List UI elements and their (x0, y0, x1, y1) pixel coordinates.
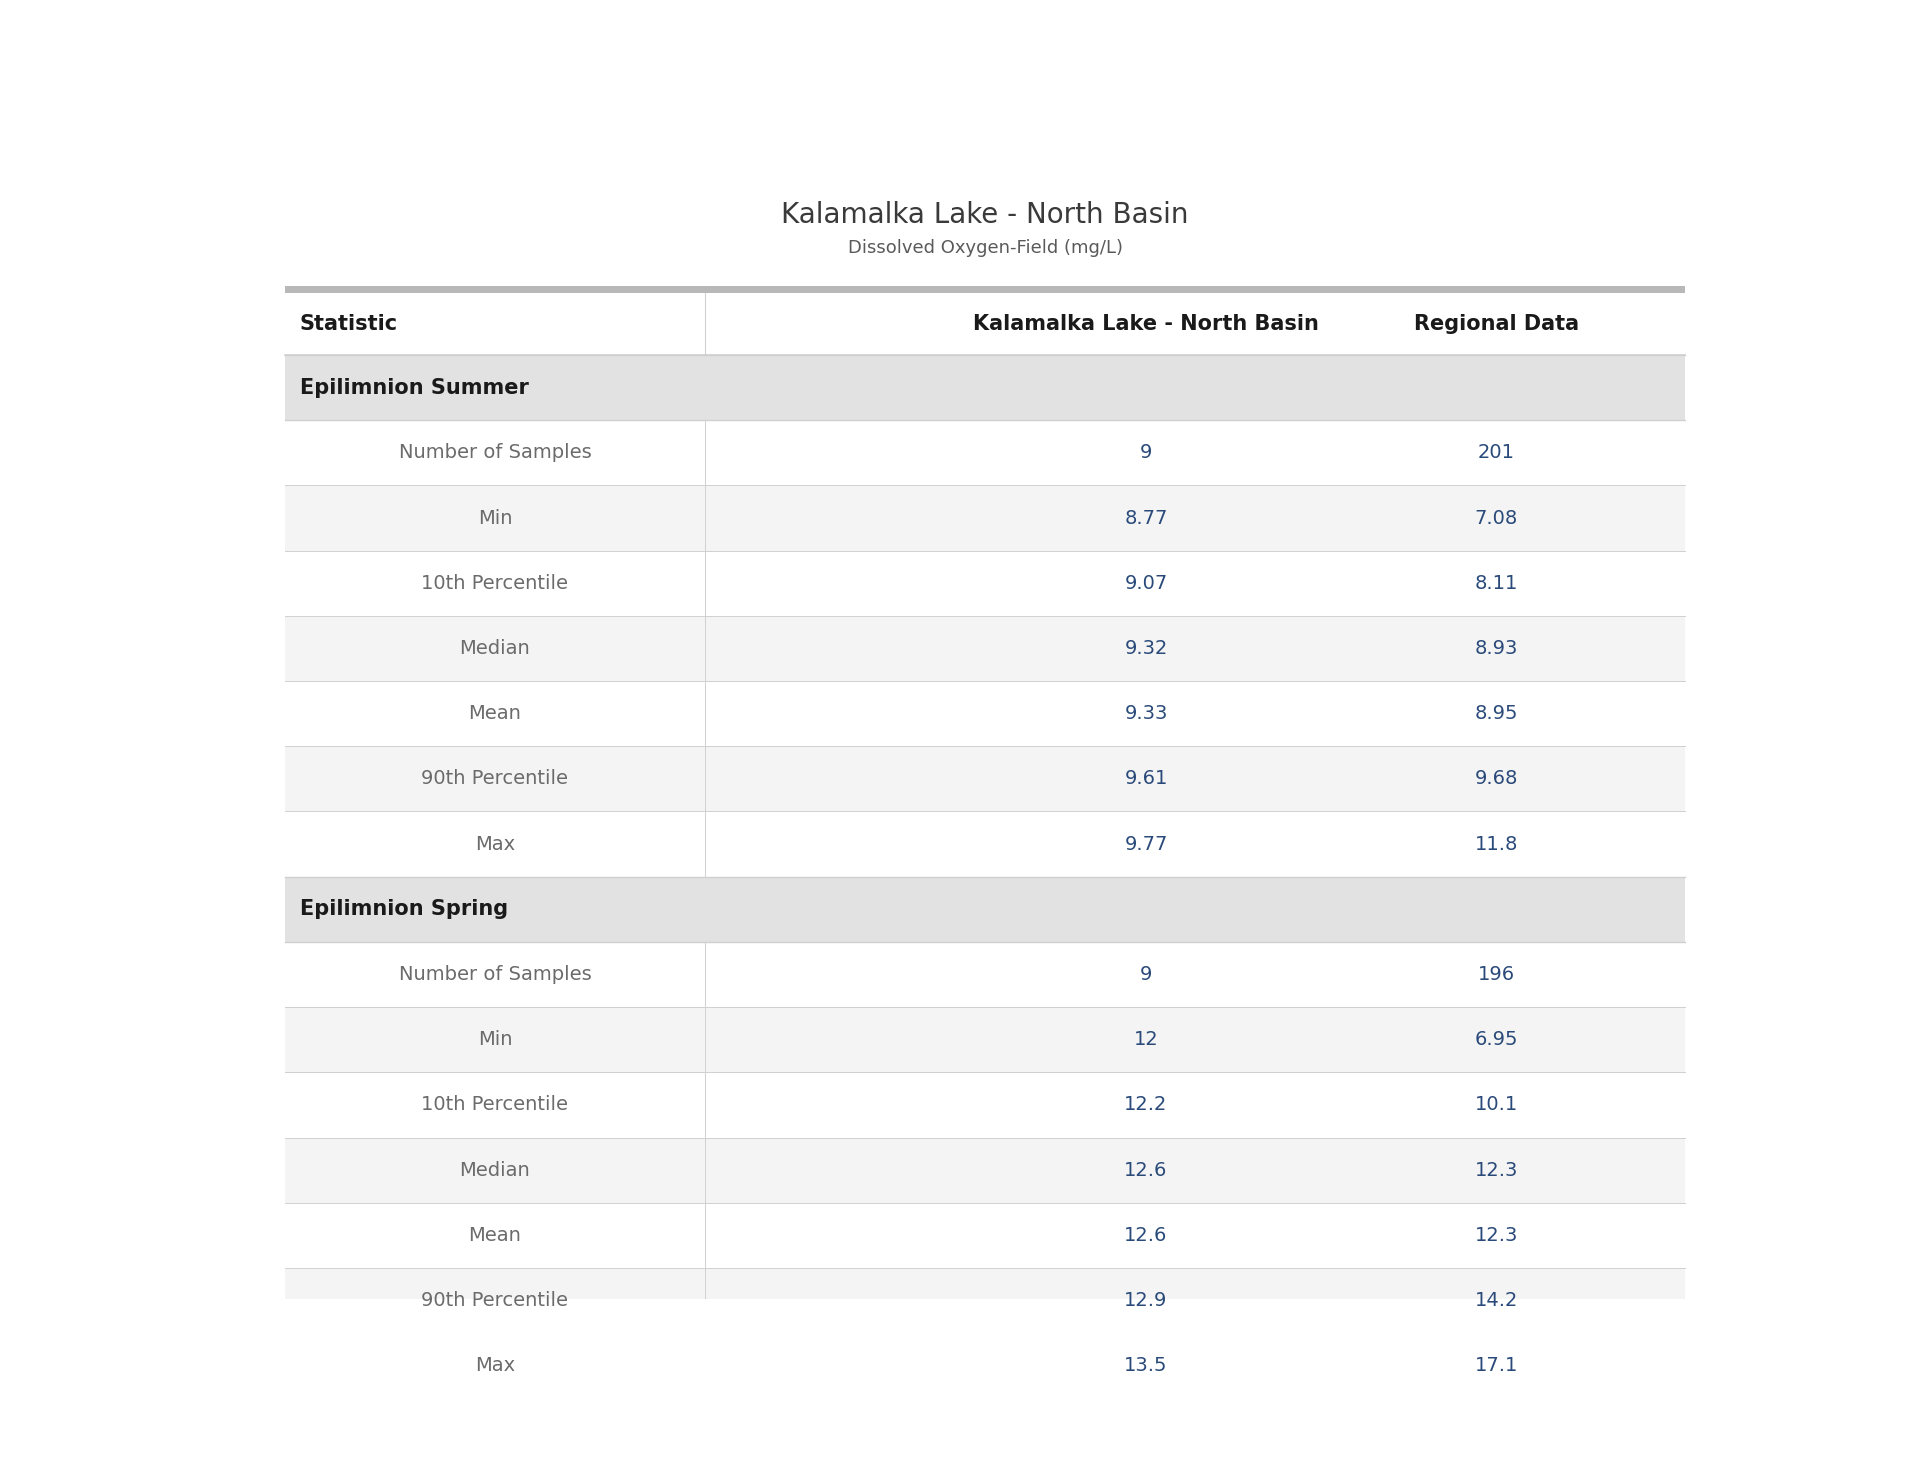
Text: 9: 9 (1140, 965, 1151, 984)
Text: 10.1: 10.1 (1474, 1095, 1518, 1114)
Text: Regional Data: Regional Data (1413, 314, 1578, 334)
Bar (284, 286, 1686, 293)
Text: 10th Percentile: 10th Percentile (421, 1095, 569, 1114)
Text: 9.61: 9.61 (1124, 769, 1169, 788)
Bar (284, 1267, 1686, 1333)
Text: 12.9: 12.9 (1124, 1291, 1169, 1310)
Text: Mean: Mean (469, 704, 521, 723)
Bar (284, 1072, 1686, 1137)
Text: 8.77: 8.77 (1124, 508, 1169, 527)
Text: 12.6: 12.6 (1124, 1161, 1169, 1180)
Text: 12.6: 12.6 (1124, 1226, 1169, 1245)
Bar (284, 1007, 1686, 1072)
Text: Epilimnion Spring: Epilimnion Spring (300, 899, 507, 920)
Text: 90th Percentile: 90th Percentile (421, 1291, 569, 1310)
Bar (284, 812, 1686, 876)
Bar (284, 420, 1686, 486)
Text: Number of Samples: Number of Samples (398, 444, 592, 463)
Text: Median: Median (459, 1161, 530, 1180)
Bar (284, 876, 1686, 942)
Bar (284, 486, 1686, 550)
Text: 12.3: 12.3 (1474, 1161, 1518, 1180)
Text: 6.95: 6.95 (1474, 1031, 1518, 1050)
Bar (284, 1203, 1686, 1267)
Text: 7.08: 7.08 (1474, 508, 1518, 527)
Text: 12.3: 12.3 (1474, 1226, 1518, 1245)
Text: 8.11: 8.11 (1474, 574, 1518, 593)
Bar (284, 1333, 1686, 1399)
Text: Epilimnion Summer: Epilimnion Summer (300, 378, 529, 397)
Text: Median: Median (459, 639, 530, 658)
Text: 9.68: 9.68 (1474, 769, 1518, 788)
Text: 12: 12 (1134, 1031, 1159, 1050)
Text: 9.32: 9.32 (1124, 639, 1169, 658)
Bar (284, 746, 1686, 812)
Text: Kalamalka Lake - North Basin: Kalamalka Lake - North Basin (973, 314, 1318, 334)
Text: 9.77: 9.77 (1124, 835, 1169, 854)
Text: Dissolved Oxygen-Field (mg/L): Dissolved Oxygen-Field (mg/L) (848, 239, 1122, 257)
Text: 11.8: 11.8 (1474, 835, 1518, 854)
Bar (284, 293, 1686, 355)
Text: 90th Percentile: 90th Percentile (421, 769, 569, 788)
Text: 201: 201 (1478, 444, 1515, 463)
Text: Min: Min (479, 1031, 513, 1050)
Text: 13.5: 13.5 (1124, 1356, 1169, 1375)
Text: 17.1: 17.1 (1474, 1356, 1518, 1375)
Bar (284, 550, 1686, 616)
Text: Statistic: Statistic (300, 314, 398, 334)
Bar (284, 1137, 1686, 1203)
Text: 196: 196 (1478, 965, 1515, 984)
Text: Mean: Mean (469, 1226, 521, 1245)
Text: 9: 9 (1140, 444, 1151, 463)
Text: Min: Min (479, 508, 513, 527)
Bar (284, 355, 1686, 420)
Text: 9.33: 9.33 (1124, 704, 1169, 723)
Text: 10th Percentile: 10th Percentile (421, 574, 569, 593)
Text: Kalamalka Lake - North Basin: Kalamalka Lake - North Basin (780, 200, 1190, 229)
Bar (284, 942, 1686, 1007)
Text: Number of Samples: Number of Samples (398, 965, 592, 984)
Bar (284, 616, 1686, 682)
Text: Max: Max (475, 1356, 515, 1375)
Text: 12.2: 12.2 (1124, 1095, 1169, 1114)
Text: 8.93: 8.93 (1474, 639, 1518, 658)
Text: Max: Max (475, 835, 515, 854)
Text: 9.07: 9.07 (1124, 574, 1169, 593)
Text: 14.2: 14.2 (1474, 1291, 1518, 1310)
Text: 8.95: 8.95 (1474, 704, 1518, 723)
Bar (284, 682, 1686, 746)
